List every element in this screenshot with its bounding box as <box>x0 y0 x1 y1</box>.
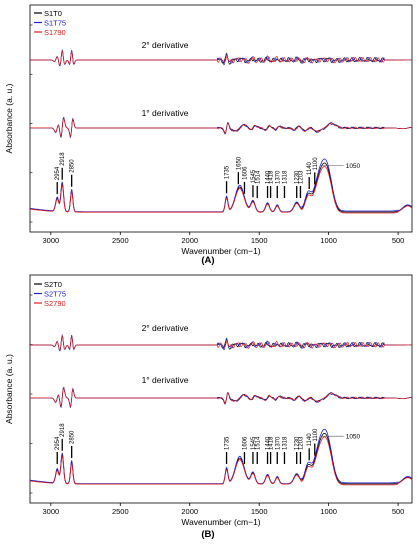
x-tick-label: 500 <box>392 236 405 245</box>
absorbance-line-s2790 <box>30 436 412 486</box>
legend-entry: S1T75 <box>44 19 66 28</box>
first-derivative-label: 1° derivative <box>142 108 189 118</box>
panel-label: (A) <box>201 255 214 266</box>
second-derivative-label: 2° derivative <box>142 40 189 50</box>
callout-label: 1050 <box>346 163 361 170</box>
peak-label: 1650 <box>236 156 242 170</box>
second-derivative-label: 2° derivative <box>142 323 189 333</box>
x-tick-label: 500 <box>392 507 405 516</box>
peak-label: 1735 <box>225 165 231 179</box>
y-axis-label: Absorbance (a. u.) <box>4 83 14 153</box>
panel-label: (B) <box>201 529 214 540</box>
chart-panel-a: 3000 2500 2000 1500 1000 500 Wavenumber (cm−1)… <box>4 4 413 266</box>
legend-entry: S1T0 <box>44 9 62 18</box>
peak-label: 1230 <box>295 436 301 450</box>
peak-label: 1545 <box>251 169 257 183</box>
peak-label: 1140 <box>307 433 313 447</box>
peak-label: 1606 <box>242 436 248 450</box>
legend-entry: S2T0 <box>44 280 62 289</box>
x-tick-label: 1000 <box>320 236 337 245</box>
absorbance-line-s2t0 <box>29 432 412 485</box>
x-tick-label: 1000 <box>320 507 337 516</box>
absorbance-line-s1790 <box>30 165 412 214</box>
peak-label: 1318 <box>282 436 288 450</box>
x-tick-label: 2500 <box>112 236 129 245</box>
second-derivative-line-s2790 <box>30 334 412 351</box>
second-derivative-line-s1790 <box>30 49 412 66</box>
x-tick-label: 2500 <box>112 507 129 516</box>
peak-label: 2918 <box>60 152 66 166</box>
callout-label: 1050 <box>346 434 361 441</box>
peak-label: 1440 <box>266 436 272 450</box>
peak-label: 1203 <box>298 170 304 184</box>
x-tick-label: 3000 <box>42 236 59 245</box>
legend-entry: S1790 <box>44 28 66 37</box>
peak-label: 1440 <box>266 170 272 184</box>
x-axis-label: Wavenumber (cm−1) <box>181 517 260 527</box>
peak-label: 2954 <box>55 436 61 450</box>
x-tick-label: 2000 <box>181 236 198 245</box>
peak-label: 2850 <box>70 159 76 173</box>
peak-label: 1370 <box>275 436 281 450</box>
first-derivative-label: 1° derivative <box>142 375 189 385</box>
x-tick-label: 1500 <box>251 507 268 516</box>
first-derivative-line-s1790 <box>30 118 412 138</box>
peak-label: 1514 <box>255 436 261 450</box>
peak-label: 1418 <box>269 170 275 184</box>
peak-label: 1545 <box>251 436 257 450</box>
peak-label: 2850 <box>70 430 76 444</box>
peak-label: 1735 <box>225 436 231 450</box>
peak-label: 1514 <box>255 170 261 184</box>
peak-label: 1140 <box>307 161 313 175</box>
peak-label: 1230 <box>295 170 301 184</box>
peak-label: 1318 <box>282 170 288 184</box>
peak-label: 1203 <box>298 436 304 450</box>
peak-label: 1100 <box>313 428 319 442</box>
legend-entry: S2790 <box>44 299 66 308</box>
peak-label: 1606 <box>242 166 248 180</box>
absorbance-line-s1t0 <box>29 162 412 213</box>
peak-label: 1100 <box>313 157 319 171</box>
plot-frame <box>29 274 413 504</box>
x-axis-label: Wavenumber (cm−1) <box>181 246 260 256</box>
legend-entry: S2T75 <box>44 290 66 299</box>
y-axis-label: Absorbance (a. u.) <box>4 354 14 424</box>
peak-label: 1418 <box>269 436 275 450</box>
x-tick-label: 2000 <box>181 507 198 516</box>
peak-label: 2954 <box>55 166 61 180</box>
first-derivative-line-s2790 <box>30 388 412 408</box>
plot-frame <box>29 4 413 233</box>
x-tick-label: 3000 <box>42 507 59 516</box>
peak-label: 2918 <box>60 423 66 437</box>
x-tick-label: 1500 <box>251 236 268 245</box>
peak-label: 1370 <box>275 170 281 184</box>
chart-panel-b: 3000 2500 2000 1500 1000 500 Wavenumber (cm−1)… <box>4 274 413 540</box>
